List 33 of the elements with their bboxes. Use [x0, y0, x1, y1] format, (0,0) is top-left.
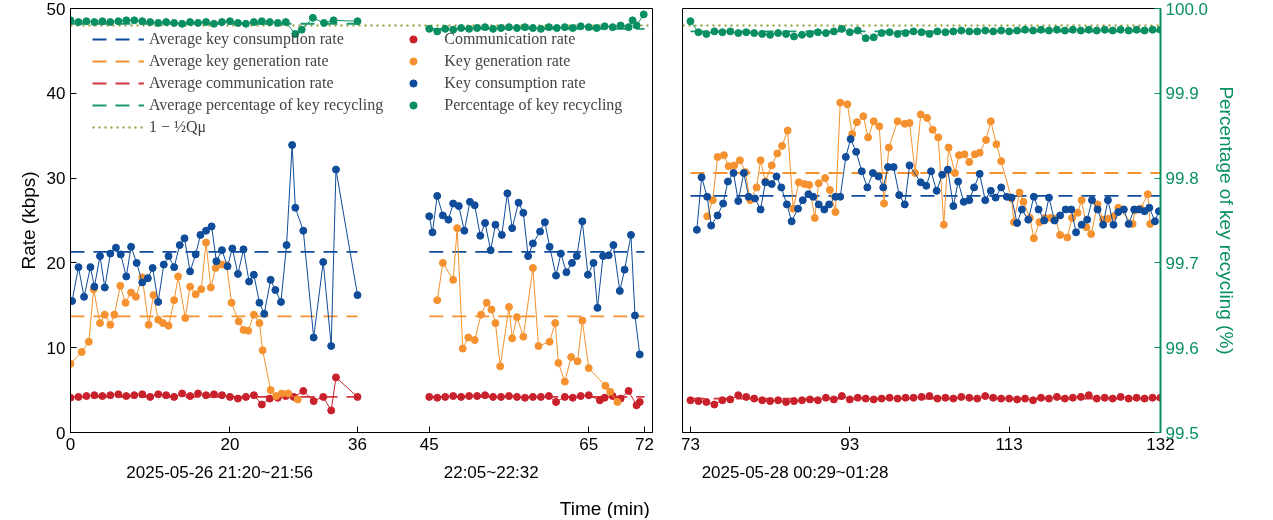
- x-tick-label: 73: [681, 434, 700, 454]
- x-tick-label: 45: [419, 434, 439, 454]
- legend-label: Key consumption rate: [444, 74, 586, 92]
- y-tick-label: 40: [46, 84, 66, 104]
- y2-tick-label: 100.0: [1165, 0, 1209, 19]
- y2-axis-title: Percentage of key recycling (%): [1216, 86, 1238, 355]
- x-axis-title: Time (min): [559, 497, 650, 519]
- y-axis-title: Rate (kbps): [17, 171, 39, 270]
- text: 2025-05-26 21:20~21:56: [126, 462, 314, 482]
- x-tick-label: 72: [635, 434, 654, 454]
- legend-label: Communication rate: [444, 30, 576, 48]
- y-tick-label: 30: [46, 169, 66, 189]
- legend-label: 1 − ½Qμ: [149, 118, 207, 136]
- legend-label: Average key generation rate: [149, 52, 329, 70]
- y2-tick-label: 99.8: [1165, 169, 1199, 189]
- legend-label: Percentage of key recycling: [444, 96, 623, 114]
- y2-tick-label: 99.7: [1165, 253, 1199, 273]
- y2-tick-label: 99.9: [1165, 84, 1199, 104]
- text: 22:05~22:32: [443, 462, 539, 482]
- text: 2025-05-28 00:29~01:28: [701, 462, 889, 482]
- x-tick-label: 93: [840, 434, 860, 454]
- x-tick-label: 36: [348, 434, 367, 454]
- y-tick-label: 50: [46, 0, 66, 19]
- x-tick-label: 65: [579, 434, 599, 454]
- x-tick-label: 20: [220, 434, 240, 454]
- y2-tick-label: 99.6: [1165, 338, 1199, 358]
- y-tick-label: 20: [46, 253, 66, 273]
- legend-label: Average communication rate: [149, 74, 334, 92]
- legend-label: Average key consumption rate: [149, 30, 344, 48]
- legend-label: Key generation rate: [444, 52, 571, 70]
- x-tick-label: 113: [995, 434, 1023, 454]
- legend-label: Average percentage of key recycling: [149, 96, 384, 114]
- y-tick-label: 10: [46, 338, 66, 358]
